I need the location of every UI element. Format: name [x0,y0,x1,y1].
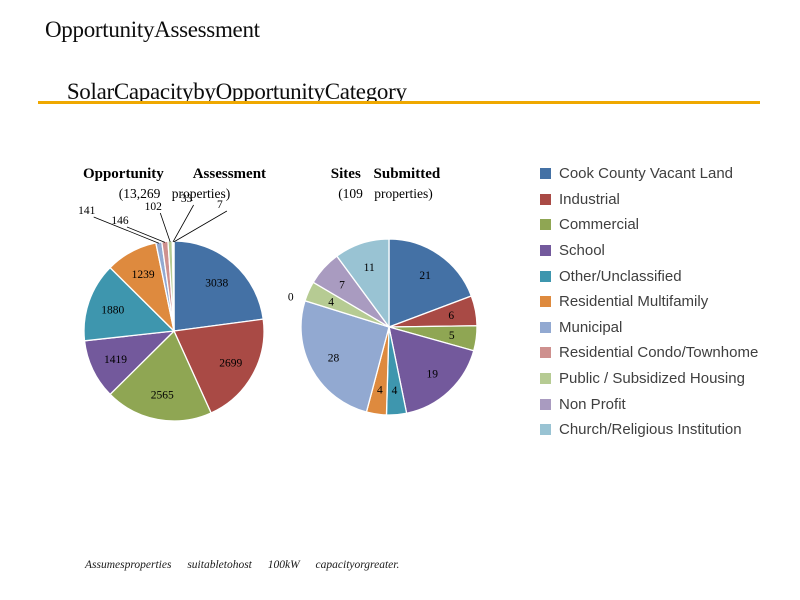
pie-label-leader-line [172,204,194,243]
pie2-subtitle: (109 properties) [338,186,433,201]
legend-label: Commercial [559,216,640,234]
legend-item: Church/Religious Institution [540,417,758,443]
pie-value-label: 7 [339,280,345,292]
pie-value-label: 3038 [205,277,228,289]
pie-chart-opportunity-assessment: 3038 2699 2565 1419 1880 1239 141 146 102 33 7 [78,193,265,422]
pie-value-label: 6 [448,310,454,322]
legend-swatch [540,193,551,205]
legend-item: School [540,238,758,264]
legend-label: Cook County Vacant Land [559,165,734,183]
pie-label-leader-line [126,226,166,243]
legend-label: Residential Condo/Townhome [559,344,759,362]
legend-swatch [540,168,551,180]
legend-label: Industrial [559,190,620,208]
footnote: Assumesproperties suitabletohost 100kW c… [85,559,400,571]
legend-swatch [540,373,551,385]
pie-slice-school [388,326,475,414]
pie-value-label: 146 [111,215,129,227]
legend-label: School [559,242,605,260]
page-title-line2: SolarCapacitybyOpportunityCategory [66,79,407,104]
legend-item: Other/Unclassified [540,263,758,289]
pie-value-label: 2565 [151,390,174,402]
pie-slice-municipal [300,299,390,413]
pie-value-label: 1880 [101,305,124,317]
legend-swatch [540,321,551,333]
pie-value-label: 33 [181,193,193,205]
pie1-subtitle: (13,269 properties) [118,186,231,201]
legend-swatch [540,424,551,436]
pie-value-label: 1419 [104,354,127,366]
legend: Cook County Vacant Land Industrial Commerc… [540,161,758,443]
pie1-header: Opportunity Assessment (13,269 propertie… [52,166,297,202]
pie-slice-industrial [173,318,265,414]
pie-value-label: 141 [78,205,96,217]
pie-value-label: 0 [288,291,294,303]
pie2-header: Sites Submitted (109 properties) [293,166,478,202]
pie-value-label: 5 [449,330,455,342]
pie-value-label: 11 [364,262,375,274]
legend-label: Church/Religious Institution [559,421,742,439]
pie-value-label: 1239 [132,269,155,281]
pie-slice-church-religious-institution [335,238,390,329]
pie-value-label: 2699 [219,358,242,370]
pie-value-label: 7 [217,199,223,211]
legend-item: Residential Multifamily [540,289,758,315]
legend-item: Public / Subsidized Housing [540,366,758,392]
pie-value-label: 4 [392,385,398,397]
pie2-title: Sites Submitted [330,166,441,182]
legend-label: Other/Unclassified [559,267,682,285]
legend-item: Non Profit [540,391,758,417]
pie-label-leader-line [173,210,228,243]
legend-swatch [540,398,551,410]
pie-value-label: 4 [328,296,334,308]
pie-value-label: 19 [426,368,438,380]
title-divider-rule [38,101,760,104]
legend-label: Municipal [559,318,623,336]
pie-slice-commercial [109,329,212,422]
pie-slice-other-unclassified [83,266,176,342]
page-title: OpportunityAssessment SolarCapacitybyOpp… [45,14,407,138]
legend-item: Cook County Vacant Land [540,161,758,187]
pie1-title: Opportunity Assessment [82,166,267,182]
pie-value-label: 21 [419,270,431,282]
legend-item: Industrial [540,187,758,213]
legend-label: Non Profit [559,395,626,413]
legend-swatch [540,219,551,231]
legend-swatch [540,347,551,359]
legend-item: Residential Condo/Townhome [540,340,758,366]
legend-swatch [540,245,551,257]
pie-value-label: 4 [377,385,383,397]
legend-label: Public / Subsidized Housing [559,370,745,388]
pie-label-leader-line [93,216,160,244]
legend-label: Residential Multifamily [559,293,709,311]
pie-value-label: 28 [328,353,340,365]
legend-swatch [540,296,551,308]
pie-value-label: 102 [145,201,163,213]
legend-item: Municipal [540,315,758,341]
pie-slice-cook-county-vacant-land [173,240,264,332]
legend-item: Commercial [540,212,758,238]
legend-swatch [540,270,551,282]
pie-slice-cook-county-vacant-land [388,238,473,328]
pie-label-leader-line [159,212,171,243]
page-title-line1: OpportunityAssessment [45,17,260,42]
